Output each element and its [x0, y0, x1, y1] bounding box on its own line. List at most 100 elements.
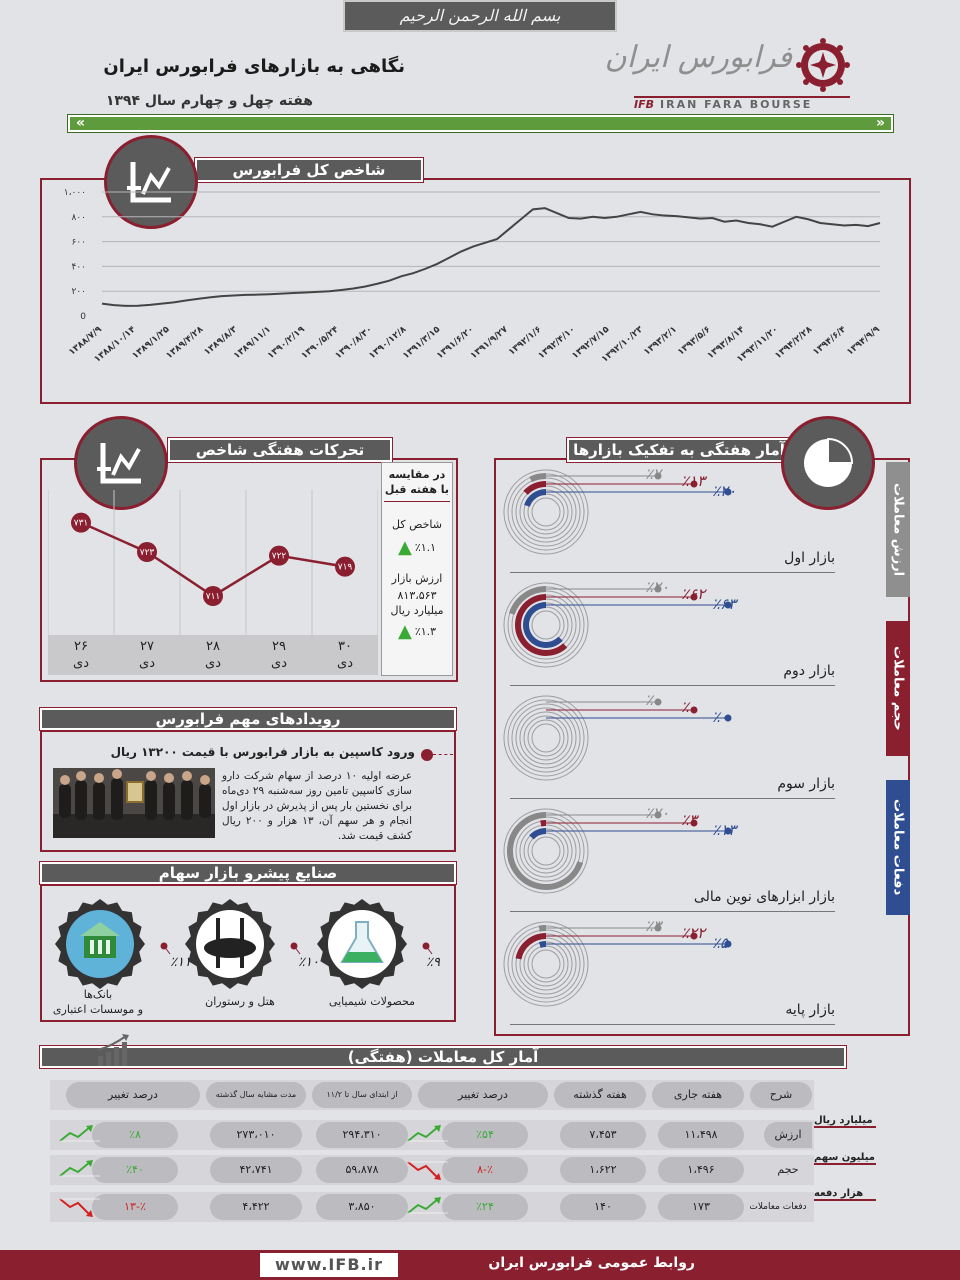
ring-guide	[503, 582, 589, 668]
footer-pr: روابط عمومی فرابورس ایران	[488, 1255, 695, 1271]
markets-panel	[494, 458, 910, 1036]
chevron-left-icon: «	[76, 115, 86, 131]
markets-rings	[503, 469, 732, 1007]
leader-dot	[690, 819, 698, 827]
row-label: حجم	[777, 1163, 799, 1176]
y-tick-label: 0	[80, 312, 86, 322]
bank-roof	[80, 922, 120, 936]
data-point	[269, 545, 289, 566]
weekly-title: تحرکات هفتگی شاخص	[167, 437, 393, 463]
y-tick-label: ۴۰۰	[71, 262, 86, 272]
ring-guide	[531, 723, 561, 753]
header-cell: هفته گذشته	[554, 1082, 646, 1108]
data-point	[203, 586, 223, 606]
cell-ytd: ۲۹۴،۳۱۰	[316, 1122, 408, 1148]
cell-change-2: ٪-۱۳	[92, 1194, 178, 1220]
trend-up-icon	[407, 1126, 439, 1142]
arrow-head	[86, 1160, 93, 1167]
industry-pct: ٪۱۱	[170, 955, 191, 970]
row-label: ارزش	[764, 1122, 812, 1148]
date-cell: ۲۷ دی	[139, 639, 155, 671]
ring-arc	[507, 812, 584, 890]
header-cell: مدت مشابه سال گذشته	[206, 1082, 306, 1108]
line-chart-icon	[127, 162, 171, 203]
ring-arc	[523, 481, 547, 496]
logo-emblem	[796, 38, 850, 92]
row-unit: میلیون سهم	[814, 1152, 876, 1165]
trend-arrows	[59, 1125, 448, 1217]
leader-dot	[654, 585, 662, 593]
ring-guide	[515, 707, 577, 769]
bismillah-banner: بسم الله الرحمن الرحیم	[343, 0, 617, 32]
y-tick-label: ۱،۰۰۰	[64, 188, 86, 198]
header-cell: از ابتدای سال تا ۱۱/۲	[312, 1082, 412, 1108]
weekly-series-line	[80, 521, 346, 598]
industries-gears	[55, 899, 433, 989]
ring-guide	[511, 477, 581, 547]
event-bullet-line	[433, 754, 453, 755]
pct-gray: ٪۳	[645, 917, 662, 935]
value-label: ارزش بازار	[391, 572, 443, 585]
market-name: بازار دوم	[783, 663, 835, 679]
market-name: بازار اول	[784, 550, 835, 566]
cell-previous: ۱۴۰	[560, 1194, 646, 1220]
line-chart-icon	[97, 443, 141, 484]
industries-title: صنایع پیشرو بازار سهام	[39, 861, 457, 885]
leader-dot	[724, 488, 732, 496]
ring-arc	[508, 586, 547, 615]
ring-guide	[511, 929, 581, 999]
leader-dot	[690, 932, 698, 940]
tab-trade-value[interactable]: ارزش معاملات	[886, 462, 910, 597]
data-label: ۷۱۹	[338, 563, 353, 573]
ring-guide	[531, 610, 561, 640]
page-title: نگاهی به بازارهای فرابورس ایران	[103, 56, 405, 77]
index-series-line	[101, 207, 881, 307]
market-name: بازار ابزارهای نوین مالی	[693, 889, 835, 905]
tab-trade-count[interactable]: دفعات معاملات	[886, 780, 910, 915]
leader-dot	[654, 924, 662, 932]
footer-website[interactable]: www.IFB.ir	[260, 1253, 398, 1277]
ring-arc	[529, 473, 547, 483]
pct-leader	[293, 945, 301, 955]
leader-dot	[654, 472, 662, 480]
arrow-head	[434, 1173, 441, 1180]
weekly-line-chart: ۷۳۱ ۷۲۳ ۷۱۱ ۷۲۲ ۷۱۹	[48, 490, 378, 635]
header-cell: درصد تغییر	[66, 1082, 200, 1108]
pct-gray: ٪۷	[645, 465, 662, 483]
market-name: بازار سوم	[777, 776, 835, 792]
ring-guide	[523, 941, 569, 987]
cell-last-year: ۴۲،۷۴۱	[210, 1157, 302, 1183]
arrow-head	[86, 1125, 93, 1132]
date-cell: ۲۶ دی	[73, 639, 89, 671]
leader-dot	[690, 706, 698, 714]
weekly-badge	[74, 416, 168, 510]
y-tick-label: ۶۰۰	[71, 238, 86, 248]
ring-guide	[523, 715, 569, 761]
data-point	[335, 556, 355, 577]
event-headline: ورود کاسپین به بازار فرابورس با قیمت ۱۳۲…	[110, 745, 415, 759]
trend-down-icon	[407, 1161, 439, 1179]
ring-arc	[538, 925, 547, 932]
ring-guide	[511, 703, 581, 773]
leader-dot	[654, 811, 662, 819]
cell-ytd: ۳،۸۵۰	[316, 1194, 408, 1220]
cell-change: ٪-۸	[442, 1157, 528, 1183]
date-cell: ۳۰ دی	[337, 639, 353, 671]
leader-dot	[654, 698, 662, 706]
weekly-compare-box: در مقایسه با هفته قبل شاخص کل ٪۱.۱ ▲ ارز…	[381, 462, 453, 676]
leader-dot	[690, 593, 698, 601]
index-chart-title: شاخص کل فرابورس	[194, 157, 424, 183]
index-line-chart: 0۲۰۰۴۰۰۶۰۰۸۰۰۱،۰۰۰۱۳۸۸/۷/۹۱۳۸۸/۱۰/۱۴۱۳۸۹…	[64, 188, 883, 365]
event-photo	[53, 768, 215, 838]
market-divider	[510, 685, 835, 686]
leader-dot	[724, 827, 732, 835]
tab-trade-volume[interactable]: حجم معاملات	[886, 621, 910, 756]
cell-change: ٪۵۴	[442, 1122, 528, 1148]
markets-title: آمار هفتگی به تفکیک بازارها	[566, 437, 792, 463]
up-triangle-icon: ▲	[397, 537, 412, 558]
pct-red: ٪۱۳	[681, 472, 706, 490]
ring-guide	[531, 836, 561, 866]
date-cell: ۲۹ دی	[271, 639, 287, 671]
bank-pillar	[98, 940, 102, 954]
logo-en-bar: IFB IRAN FARA BOURSE	[634, 96, 850, 111]
